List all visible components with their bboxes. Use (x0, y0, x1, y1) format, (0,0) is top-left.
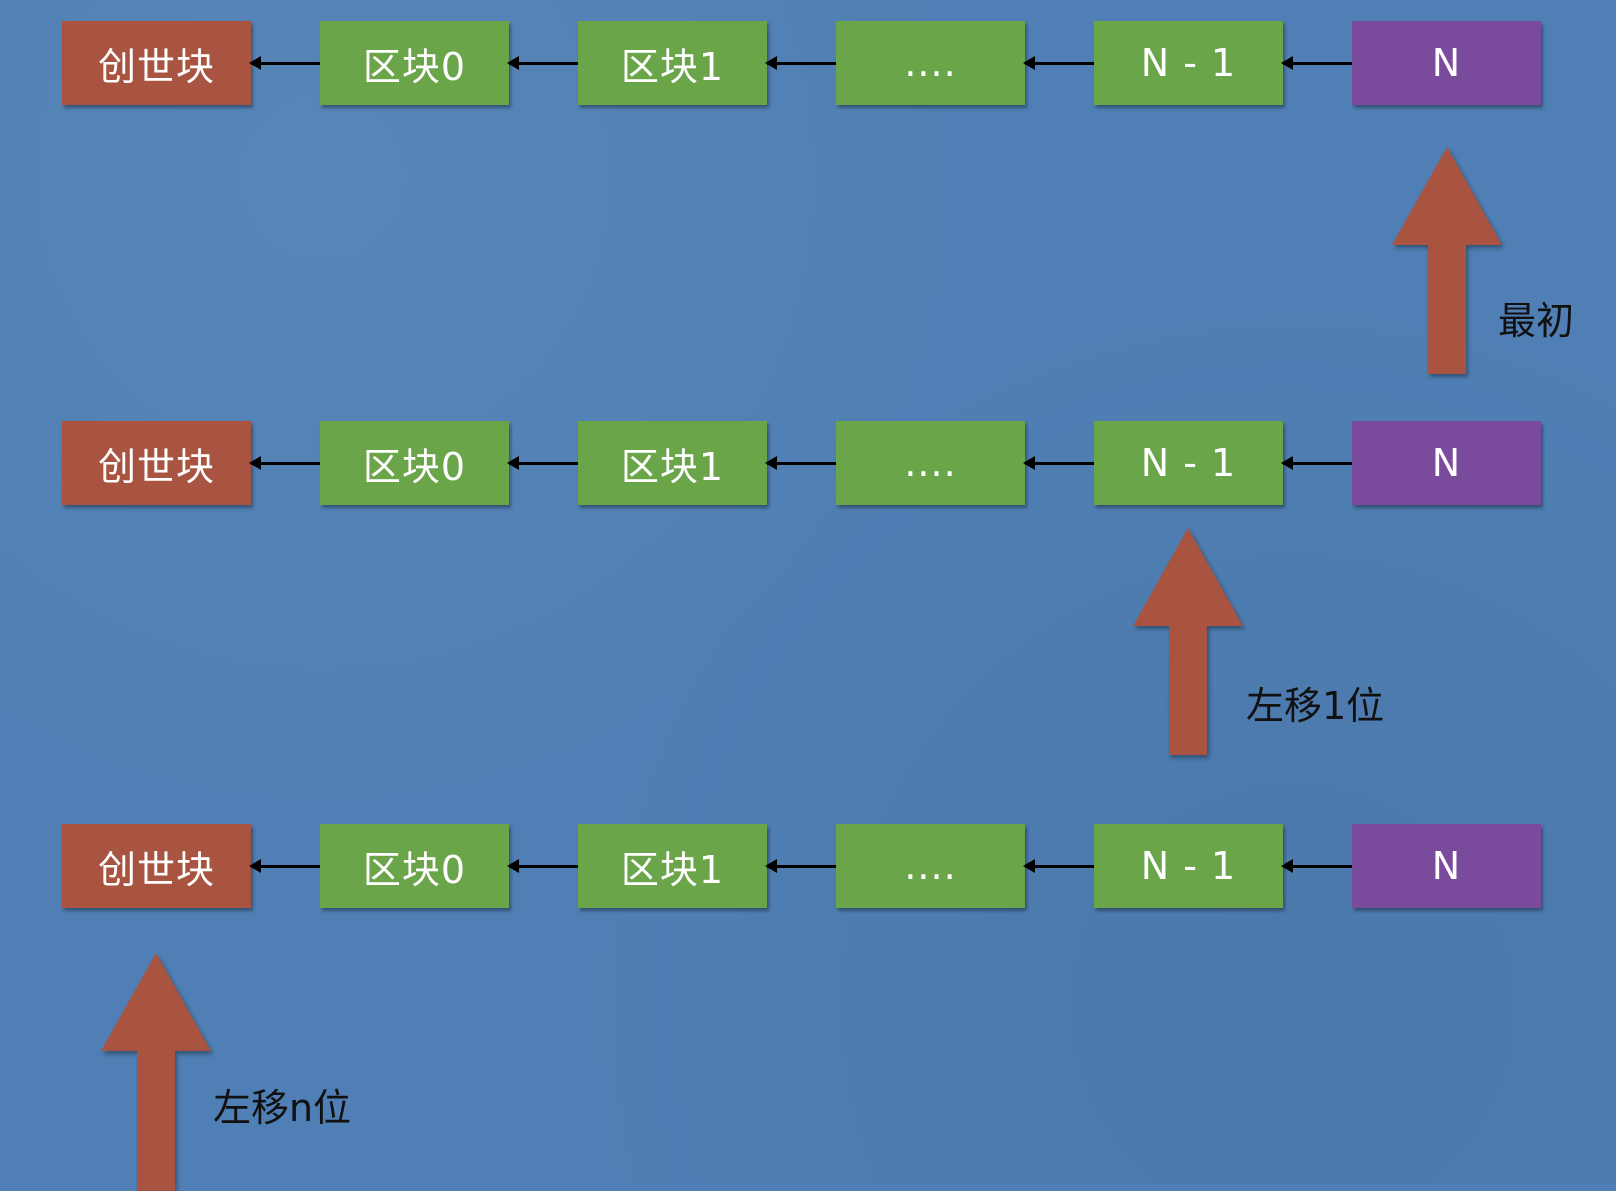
arrow-shaft (1169, 626, 1207, 755)
link-arrow (765, 56, 836, 70)
link-arrow (249, 456, 320, 470)
link-arrow (1023, 456, 1094, 470)
genesis-block: 创世块 (62, 824, 251, 908)
block-ellipsis: .... (836, 421, 1025, 505)
pointer-up-arrow-icon (1133, 528, 1243, 755)
link-arrow (1281, 56, 1352, 70)
link-arrow (507, 56, 578, 70)
block-1: 区块1 (578, 421, 767, 505)
genesis-block: 创世块 (62, 421, 251, 505)
blockchain-row-shift-1: 创世块 区块0 区块1 .... N - 1 N (0, 421, 1616, 505)
blockchain-row-shift-n: 创世块 区块0 区块1 .... N - 1 N (0, 824, 1616, 908)
link-arrow (765, 859, 836, 873)
arrow-head (101, 953, 211, 1051)
link-arrow (765, 456, 836, 470)
block-n: N (1352, 824, 1541, 908)
arrow-shaft (137, 1051, 175, 1191)
block-n-minus-1: N - 1 (1094, 421, 1283, 505)
arrow-head (1133, 528, 1243, 626)
pointer-up-arrow-icon (101, 953, 211, 1191)
pointer-caption-shift-n: 左移n位 (213, 1086, 352, 1130)
link-arrow (507, 456, 578, 470)
link-arrow (249, 859, 320, 873)
block-n: N (1352, 421, 1541, 505)
link-arrow (1023, 859, 1094, 873)
link-arrow (1023, 56, 1094, 70)
block-ellipsis: .... (836, 21, 1025, 105)
block-1: 区块1 (578, 824, 767, 908)
block-0: 区块0 (320, 824, 509, 908)
block-0: 区块0 (320, 21, 509, 105)
link-arrow (507, 859, 578, 873)
block-0: 区块0 (320, 421, 509, 505)
link-arrow (1281, 859, 1352, 873)
blockchain-row-initial: 创世块 区块0 区块1 .... N - 1 N (0, 21, 1616, 105)
block-n-minus-1: N - 1 (1094, 21, 1283, 105)
block-1: 区块1 (578, 21, 767, 105)
pointer-caption-shift-1: 左移1位 (1246, 684, 1385, 728)
arrow-shaft (1428, 245, 1466, 374)
block-n: N (1352, 21, 1541, 105)
link-arrow (1281, 456, 1352, 470)
pointer-up-arrow-icon (1392, 147, 1502, 374)
block-n-minus-1: N - 1 (1094, 824, 1283, 908)
block-ellipsis: .... (836, 824, 1025, 908)
link-arrow (249, 56, 320, 70)
arrow-head (1392, 147, 1502, 245)
pointer-caption-initial: 最初 (1498, 299, 1575, 343)
genesis-block: 创世块 (62, 21, 251, 105)
